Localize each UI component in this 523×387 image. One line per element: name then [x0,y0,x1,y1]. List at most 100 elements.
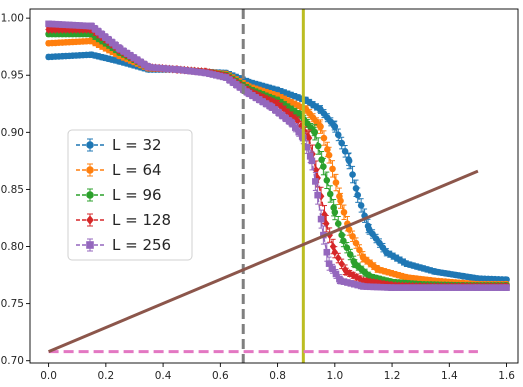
data-point [438,284,446,291]
data-point [484,284,492,291]
data-point [369,230,376,238]
data-point [233,81,240,89]
data-point [326,230,333,240]
data-point [162,65,170,72]
data-point [357,202,365,209]
data-point [65,21,73,29]
data-point [332,270,340,278]
data-point [292,124,299,131]
data-point [252,94,260,101]
data-point [349,232,356,240]
data-point [249,92,256,99]
data-point [373,283,381,291]
data-point [466,284,473,291]
data-point [268,103,276,111]
data-point [166,65,173,73]
data-point [76,22,83,29]
series-layer [45,20,510,291]
data-point [367,277,374,287]
data-point [148,64,156,71]
data-point [452,284,459,291]
data-point [370,283,378,291]
data-point [116,45,124,53]
series-l=256 [45,20,510,291]
data-point [255,96,263,103]
data-point [347,280,355,287]
data-point [320,163,327,170]
data-point [236,83,244,91]
data-point [354,281,362,289]
legend-label: L = 64 [112,161,162,179]
data-point [312,178,319,185]
y-tick-label: 1.00 [1,13,24,25]
legend-label: L = 256 [112,236,171,254]
data-point [311,129,319,136]
data-point [323,248,331,256]
legend-label: L = 96 [112,186,162,204]
x-tick-label: 1.4 [441,370,458,382]
data-point [350,280,358,288]
data-point [274,99,281,109]
data-point [331,123,339,130]
data-point [275,109,283,116]
x-tick-label: 0.4 [155,370,172,382]
data-point [354,191,362,199]
data-point [98,31,106,38]
data-point [345,157,353,165]
data-point [431,284,439,291]
legend-entry: L = 32 [76,136,162,154]
data-point [435,284,442,291]
data-point [340,278,348,285]
data-point [295,128,303,136]
data-point [491,284,499,291]
data-point [445,284,453,291]
data-point [278,112,286,119]
data-point [321,210,328,219]
data-point [317,191,325,201]
legend-marker [86,141,94,149]
data-point [346,251,354,258]
data-point [459,284,466,291]
legend-marker [86,241,94,249]
data-point [392,284,399,291]
data-point [271,106,279,114]
data-point [120,47,127,55]
data-point [202,69,210,77]
data-point [198,69,205,76]
data-point [455,284,463,291]
data-point [226,76,233,84]
data-point [334,253,342,263]
data-point [326,190,334,198]
data-point [340,237,347,245]
data-point [363,283,371,290]
data-point [288,119,296,127]
data-point [469,284,477,291]
data-point [222,74,230,81]
plot-frame [29,8,519,364]
data-point [334,131,342,139]
data-point [409,284,416,291]
data-point [259,98,266,106]
legend-marker [86,191,94,199]
data-point [177,66,185,74]
data-point [180,67,188,74]
data-point [442,284,449,291]
data-point [262,100,270,108]
data-point [478,284,485,291]
data-point [137,58,145,66]
data-point [314,142,322,150]
data-point [55,21,63,28]
data-point [331,247,339,257]
data-point [184,67,192,75]
data-point [194,68,202,76]
data-point [130,54,138,62]
reference-line-segment [48,169,479,353]
data-point [340,208,348,216]
data-point [123,50,131,57]
data-point [72,22,80,29]
data-point [405,284,413,291]
data-point [363,277,371,286]
data-point [206,70,213,78]
data-point [174,66,181,73]
